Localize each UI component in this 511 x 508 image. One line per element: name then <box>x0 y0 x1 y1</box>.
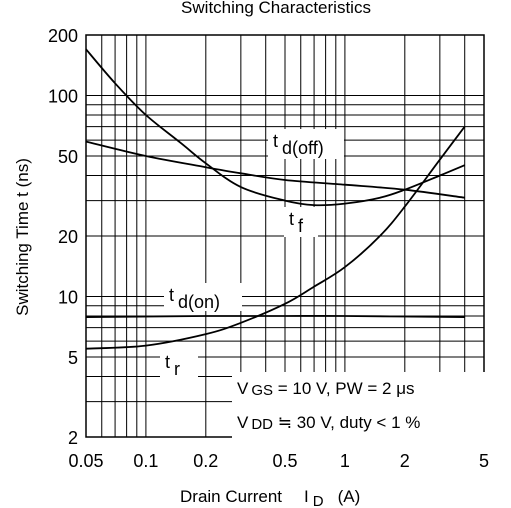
curve-label-tdoff: t d(off) <box>268 129 344 159</box>
curve-tr <box>85 126 466 350</box>
annotation-box-bg <box>232 372 494 438</box>
curve-tdon <box>85 315 465 318</box>
svg-text:td(on): t d(on) <box>169 285 220 312</box>
y-tick-label: 200 <box>48 26 78 46</box>
annotation-line-2: V DD ≒ 30 V, duty < 1 % <box>237 413 420 433</box>
curve-tdoff <box>85 140 465 199</box>
x-tick-label: 0.5 <box>272 451 297 471</box>
y-tick-label: 50 <box>58 147 78 167</box>
x-tick-label: 5 <box>479 451 489 471</box>
annotation-line-1: V GS = 10 V, PW = 2 μs <box>237 379 415 399</box>
x-tick-label: 0.1 <box>133 451 158 471</box>
x-tick-label: 1 <box>340 451 350 471</box>
curves <box>85 48 466 350</box>
curve-label-tdon: t d(on) <box>164 283 242 312</box>
x-tick-label: 0.2 <box>193 451 218 471</box>
svg-text:td(off): t d(off) <box>273 131 324 158</box>
y-tick-label: 10 <box>58 288 78 308</box>
y-tick-label: 100 <box>48 87 78 107</box>
y-tick-label: 20 <box>58 227 78 247</box>
x-tick-label: 0.05 <box>68 451 103 471</box>
x-tick-labels: 0.05 0.1 0.2 0.5 1 2 5 <box>68 451 489 471</box>
chart-title: Switching Characteristics <box>181 0 371 17</box>
y-tick-label: 2 <box>68 428 78 448</box>
curve-labels: t d(off) t f t d(on) t r <box>160 129 344 379</box>
svg-text:tr: tr <box>165 352 180 379</box>
x-axis-label: Drain Current I D (A) <box>180 487 360 508</box>
y-tick-labels: 2 5 10 20 50 100 200 <box>48 26 78 448</box>
svg-text:tf: tf <box>289 209 304 236</box>
y-tick-label: 5 <box>68 348 78 368</box>
curve-tf <box>85 48 466 207</box>
x-tick-label: 2 <box>400 451 410 471</box>
y-axis-label: Switching Time t (ns) <box>13 158 32 316</box>
